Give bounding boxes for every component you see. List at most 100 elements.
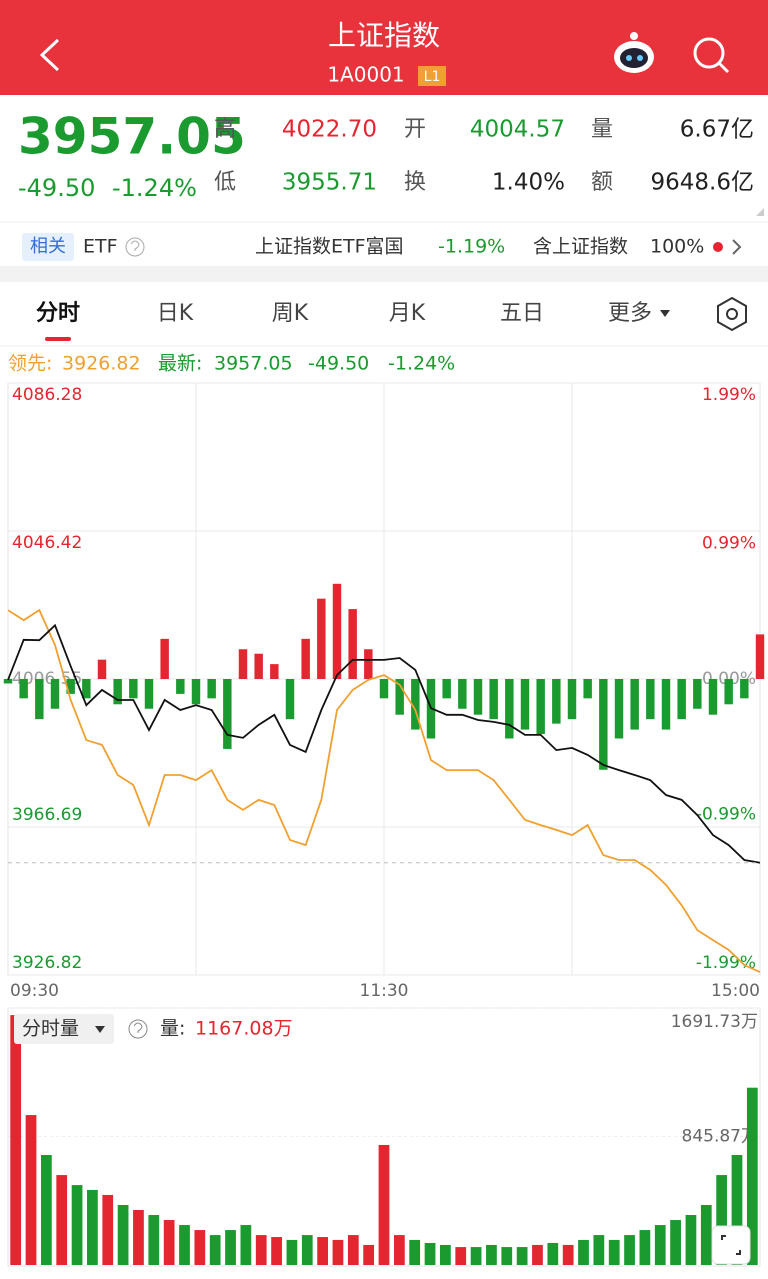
chevron[interactable] [732, 239, 742, 255]
momentum-bar [442, 679, 451, 699]
tab[interactable]: 周K [272, 301, 309, 326]
volume-bar [593, 1235, 605, 1265]
volume-bar [102, 1194, 114, 1265]
momentum-bar [614, 679, 624, 739]
momentum-bar [254, 653, 263, 679]
holding-pct: 100% [650, 236, 704, 258]
volume-bar [624, 1235, 635, 1265]
momentum-bar [395, 679, 404, 715]
volume-bar [501, 1247, 513, 1265]
volume-bar [470, 1247, 482, 1265]
price: 3957.05 [18, 108, 246, 166]
momentum-bar [66, 679, 75, 694]
legend-last-value: 3957.05 [214, 353, 293, 375]
momentum-bar [520, 679, 530, 730]
stat-value: 6.67亿 [680, 117, 754, 143]
y2-tick-label: -0.99% [696, 804, 756, 824]
tab[interactable]: 五日 [500, 301, 544, 326]
legend-last-name: 最新: [158, 353, 202, 375]
volume-bar [317, 1237, 328, 1265]
volume-bar [240, 1225, 252, 1265]
momentum-bar [567, 679, 577, 720]
volume-bar [117, 1204, 129, 1265]
volume-bar [71, 1185, 83, 1265]
price-line [7, 623, 761, 864]
expand-icon[interactable] [711, 1225, 751, 1265]
badge-bg [418, 66, 446, 86]
momentum-bar [708, 679, 718, 715]
dropdown-caret [660, 310, 670, 317]
robot-icon[interactable] [614, 32, 654, 73]
y-tick-label: 845.87万 [682, 1126, 758, 1146]
stat-label: 开 [404, 117, 426, 142]
settings-dot [726, 308, 738, 320]
help-icon[interactable] [125, 237, 145, 257]
volume-bar [670, 1220, 681, 1265]
momentum-bar [599, 679, 608, 770]
plot: 4086.28 4046.42 4006.55 3966.69 3926.82 1.99%… [3, 382, 765, 1265]
header-code: 1A0001 [327, 63, 404, 87]
momentum-bar [176, 679, 185, 694]
momentum-bar [129, 679, 138, 699]
volume-bar [56, 1175, 68, 1265]
momentum-bar [379, 679, 389, 699]
volume-bar [378, 1144, 390, 1265]
tab[interactable]: 分时 [36, 301, 80, 326]
momentum-bar [238, 649, 248, 679]
momentum-bar [285, 679, 295, 720]
momentum-bar [207, 679, 216, 699]
y-tick-label: 4086.28 [12, 385, 82, 405]
header-title: 上证指数 [328, 19, 440, 52]
volume-bar [255, 1235, 267, 1265]
legend-last-change: -49.50 [308, 353, 369, 375]
volume-bar [271, 1237, 282, 1265]
momentum-bar [19, 679, 28, 699]
volume-bar [179, 1225, 190, 1265]
stat-value: 3955.71 [282, 170, 377, 196]
corner-mark [756, 208, 764, 216]
etf-fund[interactable]: 上证指数ETF富国 [255, 236, 404, 258]
x-tick-label: 15:00 [711, 981, 760, 1001]
momentum-bar [740, 679, 749, 699]
tab[interactable]: 更多 [608, 301, 652, 326]
volume-bar [194, 1230, 206, 1265]
legend-last-pct: -1.24% [388, 353, 455, 375]
volume-help[interactable] [128, 1019, 148, 1039]
momentum-bar [348, 609, 357, 679]
tab[interactable]: 日K [157, 301, 194, 326]
stat-label: 额 [591, 170, 613, 195]
tag-bg [22, 233, 74, 261]
tab[interactable]: 月K [389, 301, 426, 326]
volume-selector-bg[interactable] [14, 1014, 114, 1044]
volume-bar [731, 1155, 743, 1265]
momentum-bar [536, 679, 545, 735]
y-tick-label: 4046.42 [12, 533, 82, 553]
back-button[interactable] [39, 38, 60, 72]
volume-bar [608, 1239, 620, 1265]
price-line [7, 608, 761, 973]
volume-bar [486, 1244, 497, 1265]
volume-bar [393, 1235, 405, 1265]
volume-title[interactable]: 分时量 [22, 1018, 79, 1040]
search-icon[interactable] [693, 37, 730, 74]
volume-bar [424, 1242, 436, 1265]
volume-name: 量: [160, 1018, 185, 1040]
momentum-bar [270, 664, 279, 679]
etf-change: -1.19% [438, 236, 505, 258]
momentum-bar [97, 659, 107, 679]
momentum-bar [755, 634, 765, 679]
y-tick-label: 3926.82 [12, 953, 82, 973]
y2-tick-label: 1.99% [702, 385, 756, 405]
stat-label: 高 [214, 117, 236, 142]
y-tick-label: 4006.55 [12, 669, 82, 689]
settings-icon[interactable] [717, 296, 747, 332]
momentum-bar [505, 679, 514, 739]
volume-bar [532, 1244, 543, 1265]
volume-latest: 1167.08万 [195, 1018, 293, 1040]
change: -49.50 [18, 174, 95, 202]
momentum-bar [724, 679, 733, 705]
